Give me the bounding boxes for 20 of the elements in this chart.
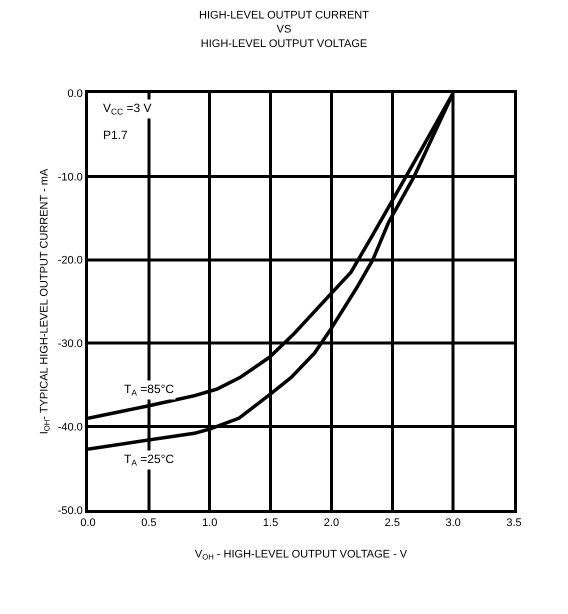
x-tick-label: 0.5 <box>141 517 157 530</box>
y-tick-label: -40.0 <box>58 421 83 434</box>
x-tick-label: 2.0 <box>324 517 340 530</box>
x-tick-label: 2.5 <box>384 517 400 530</box>
y-tick-label: -10.0 <box>58 171 83 184</box>
y-tick-label: -30.0 <box>58 338 83 350</box>
annotation: V$_{CC}$ =3 V <box>103 101 152 117</box>
y-tick-label: 0.0 <box>68 88 83 100</box>
x-tick-label: 1.5 <box>262 517 278 530</box>
x-tick-label: 3.5 <box>506 517 522 530</box>
x-tick-label: 0.0 <box>80 517 96 530</box>
x-tick-label: 3.0 <box>445 517 461 530</box>
annotation: T$_{A}$ =85°C <box>124 382 174 398</box>
y-tick-label: -50.0 <box>58 504 83 517</box>
x-axis-title: V$_{OH}$ - HIGH-LEVEL OUTPUT VOLTAGE - V <box>194 548 408 562</box>
annotation: T$_{A}$ =25°C <box>124 452 174 468</box>
chart-title: HIGH-LEVEL OUTPUT CURRENT VS HIGH-LEVEL OUTPUT VOLTAGE <box>199 9 370 50</box>
y-tick-label: -20.0 <box>58 254 83 267</box>
annotation: P1.7 <box>103 128 128 142</box>
x-tick-label: 1.0 <box>202 517 218 530</box>
